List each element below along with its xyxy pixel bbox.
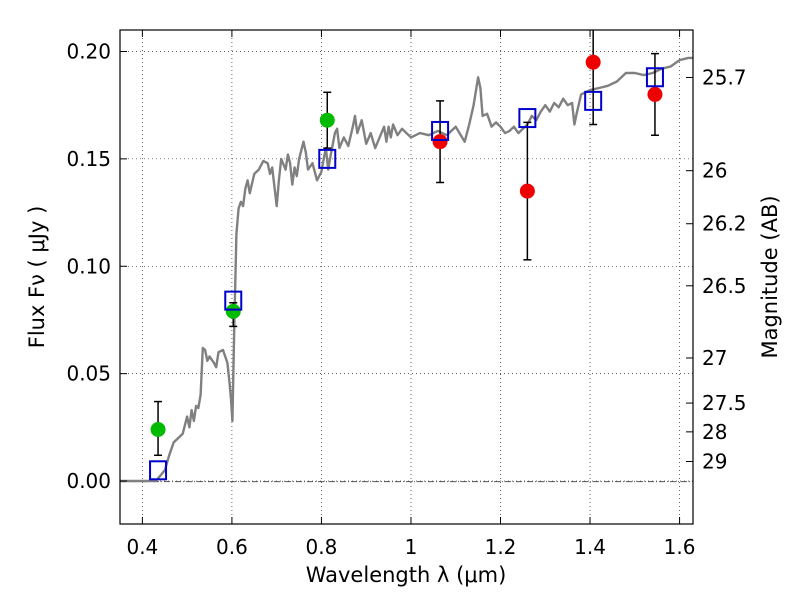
x-tick-label: 0.6 (216, 535, 248, 559)
magnitude-tick-label: 28 (702, 420, 727, 444)
model-photometry-square (318, 148, 337, 169)
x-axis-label: Wavelength λ (μm) (306, 563, 507, 587)
nir-data-point (432, 134, 448, 150)
x-tick-label: 1 (405, 535, 418, 559)
magnitude-tick-label: 27.5 (702, 391, 747, 415)
nir-data-point (585, 54, 601, 70)
marker-layer (149, 54, 664, 481)
model-photometry-square (224, 290, 243, 311)
y-tick-label: 0.00 (66, 469, 111, 493)
x-tick-label: 0.8 (306, 535, 338, 559)
x-axis: 0.4 0.6 0.8 1 1.2 1.4 1.6 (126, 30, 695, 559)
y-axis: 0.00 0.05 0.10 0.15 0.20 (66, 39, 127, 493)
x-tick-label: 1.4 (574, 535, 606, 559)
detection-data-point (319, 112, 335, 128)
model-photometry-square (431, 120, 450, 141)
magnitude-axis-label: Magnitude (AB) (758, 195, 782, 358)
magnitude-tick-label: 26.5 (702, 274, 747, 298)
magnitude-tick-label: 26.2 (702, 212, 747, 236)
plot-frame (119, 29, 694, 525)
model-photometry-square (149, 460, 168, 481)
nir-data-point (519, 183, 535, 199)
detection-data-point (225, 303, 241, 319)
x-tick-label: 0.4 (126, 535, 158, 559)
model-photometry-square (518, 108, 537, 129)
y-tick-label: 0.10 (66, 254, 111, 278)
sed-model-line (120, 56, 693, 483)
y-tick-label: 0.05 (66, 362, 111, 386)
magnitude-tick-label: 29 (702, 449, 727, 473)
y-axis-label: Flux Fν ( μJy ) (25, 206, 49, 349)
sed-layer (120, 56, 693, 483)
y-tick-label: 0.15 (66, 147, 111, 171)
magnitude-tick-label: 25.7 (702, 65, 747, 89)
magnitude-axis: 25.7 26 26.2 26.5 27 27.5 28 29 (686, 65, 747, 473)
model-photometry-square (645, 67, 664, 88)
x-tick-label: 1.2 (485, 535, 517, 559)
plot-background (120, 30, 693, 524)
y-tick-label: 0.20 (66, 39, 111, 63)
magnitude-tick-label: 27 (702, 346, 727, 370)
nir-data-point (647, 86, 663, 102)
detection-data-point (150, 421, 166, 437)
model-photometry-square (584, 90, 603, 111)
x-tick-label: 1.6 (664, 535, 696, 559)
magnitude-tick-label: 26 (702, 159, 727, 183)
